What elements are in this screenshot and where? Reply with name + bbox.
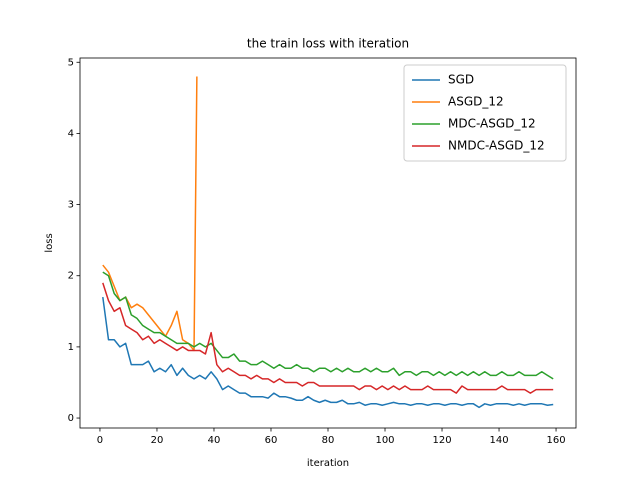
- y-tick-label: 5: [68, 57, 74, 68]
- series-line: [102, 271, 554, 380]
- y-tick-label: 4: [68, 128, 74, 139]
- series-line: [102, 282, 554, 394]
- x-axis-label: iteration: [307, 458, 349, 469]
- y-tick-label: 2: [68, 271, 74, 282]
- series-line: [102, 296, 554, 409]
- legend: SGD ASGD_12 MDC-ASGD_12 NMDC-ASGD_12: [403, 64, 567, 162]
- legend-box: [403, 64, 567, 162]
- x-tick-label: 40: [208, 435, 221, 446]
- x-tick-label: 20: [151, 435, 164, 446]
- y-tick-label: 0: [68, 413, 74, 424]
- chart-title: the train loss with iteration: [247, 37, 409, 51]
- y-tick-label: 3: [68, 200, 74, 211]
- x-tick-label: 160: [546, 435, 565, 446]
- x-tick-label: 60: [265, 435, 278, 446]
- legend-label: MDC-ASGD_12: [448, 117, 536, 131]
- x-tick-label: 120: [432, 435, 451, 446]
- x-tick-label: 140: [489, 435, 508, 446]
- legend-label: SGD: [448, 73, 474, 87]
- legend-label: NMDC-ASGD_12: [448, 139, 545, 153]
- x-tick-label: 100: [375, 435, 394, 446]
- x-tick-label: 80: [322, 435, 335, 446]
- legend-label: ASGD_12: [448, 95, 504, 109]
- x-tick-label: 0: [97, 435, 103, 446]
- y-axis-label: loss: [44, 233, 55, 252]
- y-tick-label: 1: [68, 342, 74, 353]
- plot-area: [102, 76, 554, 409]
